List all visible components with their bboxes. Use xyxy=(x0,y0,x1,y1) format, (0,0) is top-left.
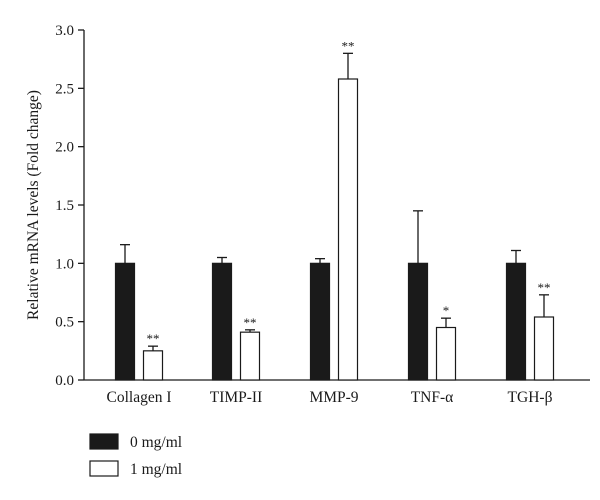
legend-swatch-control xyxy=(89,433,119,450)
significance-mark: ** xyxy=(538,280,551,295)
legend: 0 mg/ml 1 mg/ml xyxy=(89,433,182,478)
bar-treated-4 xyxy=(533,316,555,381)
labels: Relative mRNA levels (Fold change) ** Coll… xyxy=(25,38,553,406)
bar-control-2 xyxy=(309,262,331,381)
x-tick-label: Collagen I xyxy=(107,389,172,406)
bar-treated-1 xyxy=(239,331,261,381)
y-tick-label: 0.0 xyxy=(55,373,74,389)
bar-treated-2 xyxy=(337,78,359,381)
bar-control-3 xyxy=(407,262,429,381)
significance-mark: ** xyxy=(147,331,160,346)
bar-treated-3 xyxy=(435,326,457,381)
bar-control-4 xyxy=(505,262,527,381)
y-tick-label: 2.0 xyxy=(55,140,74,156)
significance-mark: ** xyxy=(342,38,355,53)
x-tick-label: TNF-α xyxy=(411,389,454,406)
x-tick-label: TGH-β xyxy=(508,389,553,406)
significance-mark: ** xyxy=(244,315,257,330)
y-axis-label: Relative mRNA levels (Fold change) xyxy=(25,90,42,320)
y-tick-label: 1.5 xyxy=(55,198,74,214)
bar-control-0 xyxy=(114,262,136,381)
bar-control-1 xyxy=(211,262,233,381)
x-tick-label: MMP-9 xyxy=(309,389,358,406)
bars xyxy=(114,52,555,381)
legend-label: 1 mg/ml xyxy=(130,461,182,478)
axes: 0.0 0.5 1.0 1.5 2.0 2.5 3.0 xyxy=(55,23,590,389)
bar-treated-0 xyxy=(142,350,164,381)
y-tick-label: 1.0 xyxy=(55,256,74,272)
legend-label: 0 mg/ml xyxy=(130,434,182,451)
x-tick-label: TIMP-II xyxy=(210,389,263,406)
y-tick-label: 0.5 xyxy=(55,315,74,331)
legend-swatch-treated xyxy=(89,460,119,477)
significance-mark: * xyxy=(443,303,450,318)
y-tick-label: 2.5 xyxy=(55,81,74,97)
y-tick-label: 3.0 xyxy=(55,23,74,39)
